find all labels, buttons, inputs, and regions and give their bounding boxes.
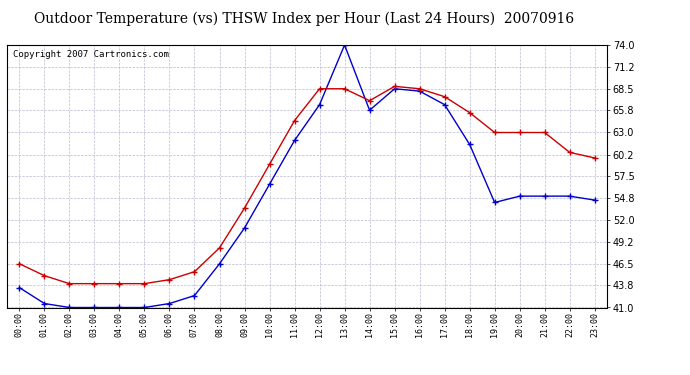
Text: Copyright 2007 Cartronics.com: Copyright 2007 Cartronics.com [13, 50, 169, 59]
Text: Outdoor Temperature (vs) THSW Index per Hour (Last 24 Hours)  20070916: Outdoor Temperature (vs) THSW Index per … [34, 11, 573, 26]
